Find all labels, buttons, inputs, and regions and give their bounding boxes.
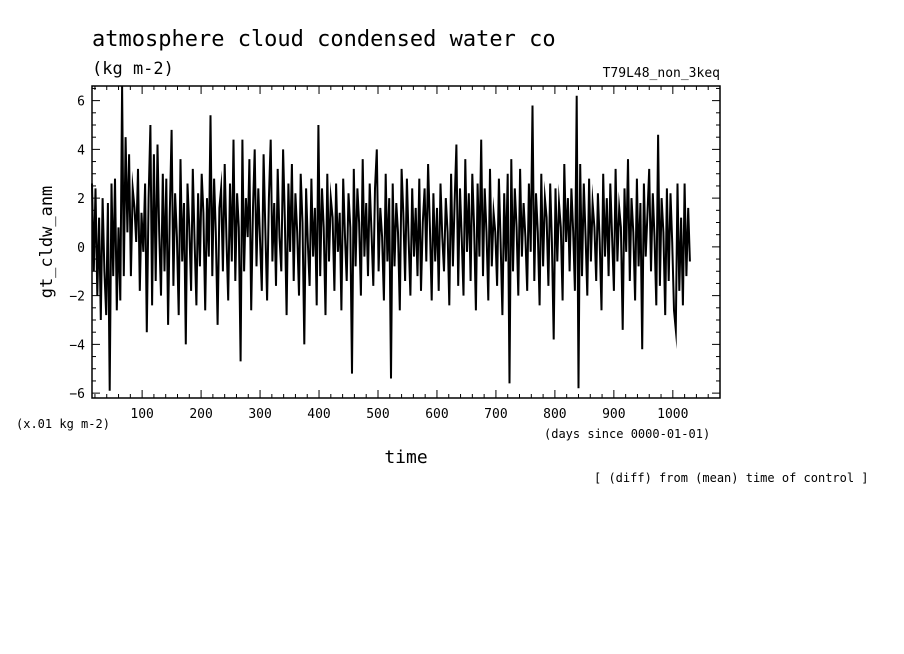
y-tick-label: 0 [77, 241, 85, 256]
x-tick-label: 600 [425, 407, 448, 422]
x-tick-labels: 100 200 300 400 500 600 700 800 900 1000 [130, 407, 688, 422]
y-axis-label: gt_cldw_anm [37, 186, 57, 299]
run-label: T79L48_non_3keq [603, 66, 720, 81]
chart-title: atmosphere cloud condensed water co [92, 27, 556, 52]
y-tick-label: 6 [77, 95, 85, 110]
x-tick-label: 800 [543, 407, 566, 422]
y-tick-label: −2 [69, 290, 85, 305]
x-tick-label: 700 [484, 407, 507, 422]
x-tick-label: 900 [602, 407, 625, 422]
x-tick-label: 100 [130, 407, 153, 422]
y-tick-label: 4 [77, 143, 85, 158]
y-tick-labels: −6 −4 −2 0 2 4 6 [69, 95, 85, 403]
x-tick-label: 1000 [657, 407, 688, 422]
y-tick-label: −6 [69, 387, 85, 402]
y-tick-label: 2 [77, 192, 85, 207]
x-tick-label: 400 [307, 407, 330, 422]
x-tick-label: 200 [189, 407, 212, 422]
y-scale-note: (x.01 kg m-2) [16, 417, 110, 431]
x-tick-label: 500 [366, 407, 389, 422]
x-axis-label: time [384, 447, 427, 468]
series-line [91, 85, 691, 391]
y-tick-label: −4 [69, 338, 85, 353]
footnote: [ (diff) from (mean) time of control ] [594, 471, 869, 485]
x-tick-label: 300 [248, 407, 271, 422]
chart-units: (kg m-2) [92, 59, 174, 79]
x-units-label: (days since 0000-01-01) [544, 427, 710, 441]
plot-frame [91, 85, 721, 399]
